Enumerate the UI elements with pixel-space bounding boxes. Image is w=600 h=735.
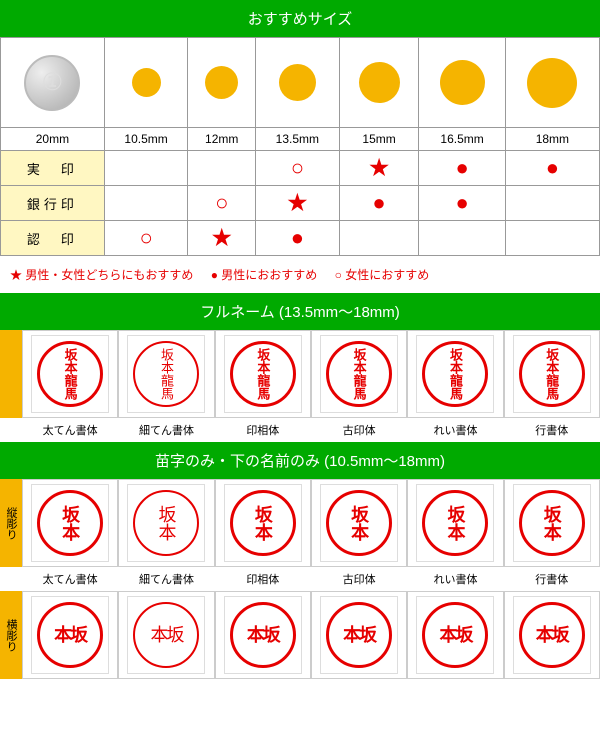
size-cell	[505, 38, 599, 128]
grid-cell	[188, 151, 256, 186]
grid-cell	[419, 221, 505, 256]
grid-cell: ★	[256, 186, 340, 221]
grid-cell: ○	[104, 221, 188, 256]
grid-cell: ○	[188, 186, 256, 221]
grid-cell: ★	[188, 221, 256, 256]
grid-cell: ●	[339, 186, 419, 221]
grid-cell: ●	[256, 221, 340, 256]
row-label: 銀行印	[1, 186, 105, 221]
font-sample: 本坂	[311, 591, 407, 679]
grid-cell: ●	[419, 151, 505, 186]
font-sample: 本坂	[504, 591, 600, 679]
font-sample: 坂本	[504, 479, 600, 567]
font-label: 印相体	[215, 567, 311, 591]
header-surname: 苗字のみ・下の名前のみ (10.5mm〜18mm)	[0, 442, 600, 479]
row-label: 認 印	[1, 221, 105, 256]
legend-fill: ● 男性におおすすめ	[211, 268, 318, 282]
size-label: 15mm	[339, 128, 419, 151]
font-sample: 本坂	[215, 591, 311, 679]
size-cell	[339, 38, 419, 128]
grid-cell: ●	[419, 186, 505, 221]
font-sample: 坂本龍馬	[22, 330, 118, 418]
font-sample: 本坂	[22, 591, 118, 679]
size-cell	[419, 38, 505, 128]
size-cell: ①	[1, 38, 105, 128]
font-sample: 本坂	[118, 591, 214, 679]
legend: ★ 男性・女性どちらにもおすすめ ● 男性におおすすめ ○ 女性におすすめ	[0, 256, 600, 293]
header-fullname: フルネーム (13.5mm〜18mm)	[0, 293, 600, 330]
size-label: 12mm	[188, 128, 256, 151]
font-label: 太てん書体	[22, 567, 118, 591]
header-sizes: おすすめサイズ	[0, 0, 600, 37]
font-sample: 坂本龍馬	[215, 330, 311, 418]
horizontal-label: 横彫り	[0, 591, 22, 679]
size-cell	[256, 38, 340, 128]
grid-cell	[505, 186, 599, 221]
fullname-section: 坂本龍馬坂本龍馬坂本龍馬坂本龍馬坂本龍馬坂本龍馬	[0, 330, 600, 418]
grid-cell	[339, 221, 419, 256]
size-label: 10.5mm	[104, 128, 188, 151]
font-sample: 坂本	[22, 479, 118, 567]
font-sample: 坂本龍馬	[118, 330, 214, 418]
grid-cell	[104, 151, 188, 186]
font-label: れい書体	[407, 567, 503, 591]
vertical-label: 縦彫り	[0, 479, 22, 567]
surname-v-section: 縦彫り 坂本坂本坂本坂本坂本坂本	[0, 479, 600, 567]
spacer-label	[0, 330, 22, 418]
size-cell	[104, 38, 188, 128]
font-label: 古印体	[311, 567, 407, 591]
legend-star: ★ 男性・女性どちらにもおすすめ	[10, 268, 193, 282]
font-label: 行書体	[504, 418, 600, 442]
font-sample: 坂本	[118, 479, 214, 567]
font-sample: 坂本	[407, 479, 503, 567]
size-label: 13.5mm	[256, 128, 340, 151]
font-sample: 坂本	[215, 479, 311, 567]
grid-cell	[104, 186, 188, 221]
font-label: 印相体	[215, 418, 311, 442]
size-label: 18mm	[505, 128, 599, 151]
size-cell	[188, 38, 256, 128]
font-sample: 本坂	[407, 591, 503, 679]
font-label: 太てん書体	[22, 418, 118, 442]
font-sample: 坂本	[311, 479, 407, 567]
font-label: 細てん書体	[118, 567, 214, 591]
font-label: 細てん書体	[118, 418, 214, 442]
size-table: ① 20mm10.5mm12mm13.5mm15mm16.5mm18mm 実 印…	[0, 37, 600, 256]
size-label: 20mm	[1, 128, 105, 151]
font-sample: 坂本龍馬	[504, 330, 600, 418]
grid-cell: ●	[505, 151, 599, 186]
size-label: 16.5mm	[419, 128, 505, 151]
surname-h-section: 横彫り 本坂本坂本坂本坂本坂本坂	[0, 591, 600, 679]
grid-cell: ○	[256, 151, 340, 186]
grid-cell	[505, 221, 599, 256]
font-sample: 坂本龍馬	[311, 330, 407, 418]
font-sample: 坂本龍馬	[407, 330, 503, 418]
legend-ring: ○ 女性におすすめ	[335, 268, 430, 282]
font-label: 古印体	[311, 418, 407, 442]
grid-cell: ★	[339, 151, 419, 186]
font-label: 行書体	[504, 567, 600, 591]
font-label: れい書体	[407, 418, 503, 442]
row-label: 実 印	[1, 151, 105, 186]
